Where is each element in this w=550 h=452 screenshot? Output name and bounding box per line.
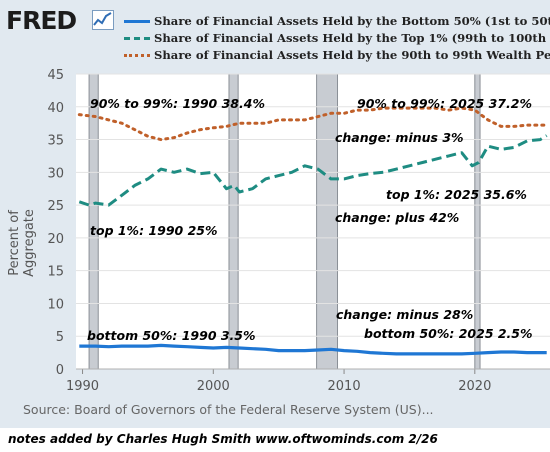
x-tick-label: 2020 xyxy=(458,379,491,394)
x-tick-label: 1990 xyxy=(66,379,99,394)
legend-label-bottom50: Share of Financial Assets Held by the Bo… xyxy=(154,14,550,28)
fred-logo: FRED xyxy=(6,6,77,35)
annotation-bottom-2025: bottom 50%: 2025 2.5% xyxy=(364,326,533,341)
legend-swatch-top1 xyxy=(124,37,150,40)
x-tick-label: 2010 xyxy=(328,379,361,394)
x-tick-label: 2000 xyxy=(197,379,230,394)
recession-band xyxy=(88,73,99,370)
series-line-bottom50 xyxy=(79,343,547,356)
y-tick-label: 10 xyxy=(47,297,64,312)
series-line-top1 xyxy=(78,134,548,207)
legend-swatch-p90to99 xyxy=(124,54,150,57)
y-tick-label: 5 xyxy=(56,330,64,345)
recession-band xyxy=(474,73,481,370)
annotation-top1-2025: top 1%: 2025 35.6% xyxy=(386,187,527,202)
plot-area: 0 5 10 15 20 25 30 35 40 45 1990 2000 2010 2020 xyxy=(47,68,550,394)
y-tick-label: 45 xyxy=(47,68,64,83)
footer-note: notes added by Charles Hugh Smith www.of… xyxy=(8,432,438,446)
plot-background xyxy=(76,74,550,369)
y-tick-label: 30 xyxy=(47,166,64,181)
recession-band xyxy=(228,73,239,370)
annotation-p90-change: change: minus 3% xyxy=(335,130,464,145)
annotation-bottom-change: change: minus 28% xyxy=(336,307,474,322)
legend-swatch-bottom50 xyxy=(124,20,150,23)
source-text: Source: Board of Governors of the Federa… xyxy=(23,402,434,417)
y-tick-label: 15 xyxy=(47,265,64,280)
annotation-bottom-1990: bottom 50%: 1990 3.5% xyxy=(87,328,256,343)
y-tick-label: 0 xyxy=(56,363,64,378)
annotation-p90-1990: 90% to 99%: 1990 38.4% xyxy=(90,96,265,111)
legend-label-top1: Share of Financial Assets Held by the To… xyxy=(154,31,550,45)
annotation-p90-2025: 90% to 99%: 2025 37.2% xyxy=(357,96,532,111)
fred-chart-icon xyxy=(92,10,114,30)
annotation-top1-1990: top 1%: 1990 25% xyxy=(90,223,218,238)
y-tick-label: 25 xyxy=(47,199,64,214)
y-tick-label: 20 xyxy=(47,232,64,247)
series-line-p90to99 xyxy=(77,106,549,142)
chart-frame: FRED Share of Financial Assets Held by t… xyxy=(0,0,550,428)
y-tick-label: 35 xyxy=(47,134,64,149)
annotation-top1-change: change: plus 42% xyxy=(335,210,460,225)
y-tick-label: 40 xyxy=(47,101,64,116)
legend-label-p90to99: Share of Financial Assets Held by the 90… xyxy=(154,48,550,62)
